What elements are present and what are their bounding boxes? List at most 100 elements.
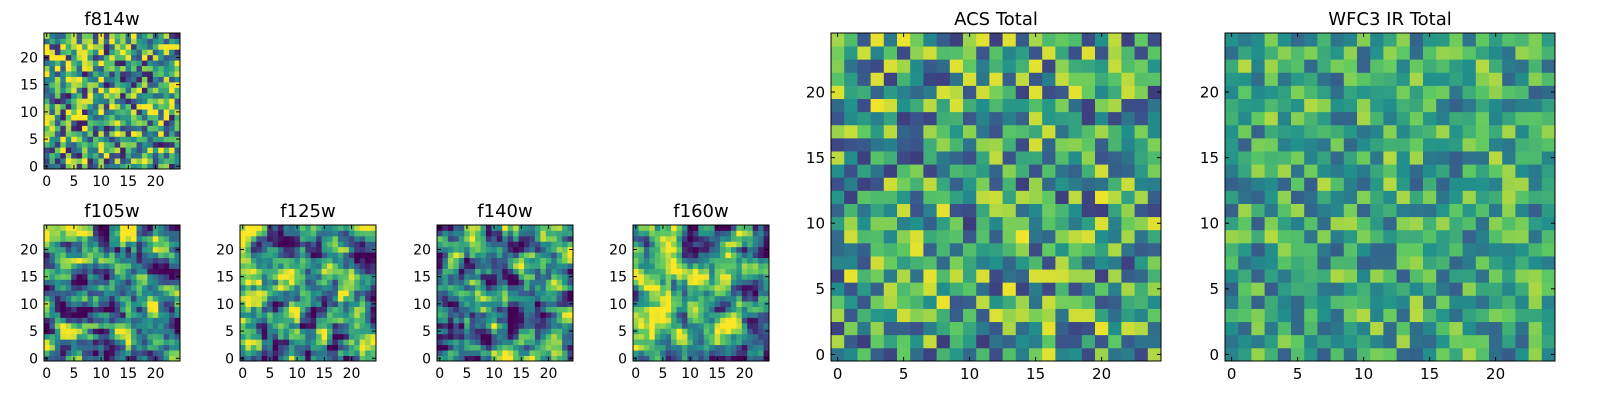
heatmap-cell [638, 350, 645, 356]
x-tick-label: 0 [42, 174, 51, 190]
heatmap-cell [82, 125, 88, 132]
heatmap-cell [709, 279, 715, 286]
heatmap-cell [923, 137, 937, 152]
heatmap-cell [174, 43, 181, 50]
heatmap-cell [1095, 256, 1109, 270]
heatmap-cell [660, 306, 667, 313]
heatmap-cell [1317, 308, 1331, 323]
heatmap-cell [60, 328, 67, 335]
heatmap-cell [665, 317, 672, 324]
heatmap-cell [54, 147, 61, 154]
x-tick-label: 0 [833, 365, 843, 383]
heatmap-cell [1277, 256, 1292, 270]
heatmap-cell [1291, 98, 1305, 113]
heatmap-cell [524, 295, 530, 302]
heatmap-cell [294, 279, 301, 286]
heatmap-cell [844, 177, 858, 191]
heatmap-cell [365, 333, 371, 340]
heatmap-cell [316, 344, 322, 351]
heatmap-cell [1502, 33, 1516, 47]
heatmap-cell [1541, 85, 1556, 99]
heatmap-cell [250, 322, 257, 329]
heatmap-cell [87, 54, 94, 61]
heatmap-cell [730, 284, 737, 291]
heatmap-cell [910, 347, 924, 362]
heatmap-cell [267, 252, 274, 259]
heatmap-cell [453, 279, 460, 286]
heatmap-cell [496, 268, 503, 275]
heatmap-cell [54, 350, 61, 356]
heatmap-cell [442, 268, 449, 275]
heatmap-cell [643, 257, 650, 264]
heatmap-cell [71, 60, 78, 67]
heatmap-cell [763, 235, 770, 242]
heatmap-cell [87, 339, 94, 346]
heatmap-cell [267, 290, 274, 297]
heatmap-cell [332, 241, 339, 248]
heatmap-cell [267, 235, 274, 242]
heatmap-cell [1225, 111, 1239, 126]
heatmap-cell [883, 98, 898, 113]
heatmap-cell [453, 333, 460, 340]
heatmap-cell [643, 225, 650, 231]
heatmap-cell [1068, 334, 1083, 349]
heatmap-cell [654, 290, 661, 297]
heatmap-cell [109, 120, 116, 126]
heatmap-cell [1370, 164, 1384, 178]
heatmap-cell [1251, 72, 1265, 86]
heatmap-cell [496, 284, 503, 291]
heatmap-cell [649, 312, 656, 318]
heatmap-cell [76, 136, 83, 143]
heatmap-cell [1462, 124, 1477, 139]
heatmap-cell [649, 225, 656, 231]
heatmap-cell [562, 290, 568, 297]
heatmap-cell [714, 263, 721, 269]
heatmap-cell [1383, 334, 1397, 349]
heatmap-cell [681, 328, 688, 335]
heatmap-cell [989, 321, 1003, 336]
heatmap-cell [831, 137, 845, 152]
heatmap-cell [529, 235, 536, 242]
heatmap-cell [71, 290, 78, 297]
heatmap-cell [687, 344, 694, 351]
heatmap-cell [654, 235, 661, 242]
heatmap-cell [158, 103, 165, 110]
heatmap-cell [534, 317, 541, 324]
heatmap-cell [337, 225, 344, 231]
heatmap-cell [163, 158, 170, 164]
heatmap-cell [158, 241, 165, 248]
heatmap-cell [469, 290, 476, 297]
heatmap-cell [1134, 282, 1149, 296]
heatmap-cell [354, 263, 361, 269]
heatmap-cell [152, 344, 159, 351]
heatmap-cell [883, 295, 898, 309]
heatmap-cell [458, 235, 465, 242]
heatmap-cell [936, 242, 951, 257]
heatmap-cell [1409, 151, 1424, 165]
heatmap-cell [332, 312, 339, 318]
heatmap-cell [321, 279, 328, 286]
heatmap-cell [1462, 334, 1477, 349]
heatmap-cell [1002, 256, 1017, 270]
heatmap-cell [897, 85, 911, 99]
heatmap-cell [87, 136, 94, 143]
heatmap-cell [692, 225, 699, 231]
heatmap-cell [491, 246, 498, 253]
heatmap-cell [288, 235, 295, 242]
heatmap-cell [910, 295, 924, 309]
heatmap-cell [437, 344, 443, 351]
heatmap-cell [1409, 59, 1424, 73]
heatmap-cell [267, 241, 274, 248]
heatmap-cell [49, 98, 56, 105]
heatmap-cell [741, 295, 748, 302]
heatmap-cell [1396, 308, 1411, 323]
heatmap-cell [949, 334, 964, 349]
heatmap-cell [1304, 151, 1318, 165]
heatmap-cell [1147, 203, 1162, 218]
heatmap-cell [98, 252, 105, 259]
heatmap-cell [567, 225, 574, 231]
heatmap-cell [152, 65, 159, 72]
heatmap-cell [524, 350, 530, 356]
heatmap-cell [1317, 151, 1331, 165]
heatmap-cell [989, 229, 1003, 244]
